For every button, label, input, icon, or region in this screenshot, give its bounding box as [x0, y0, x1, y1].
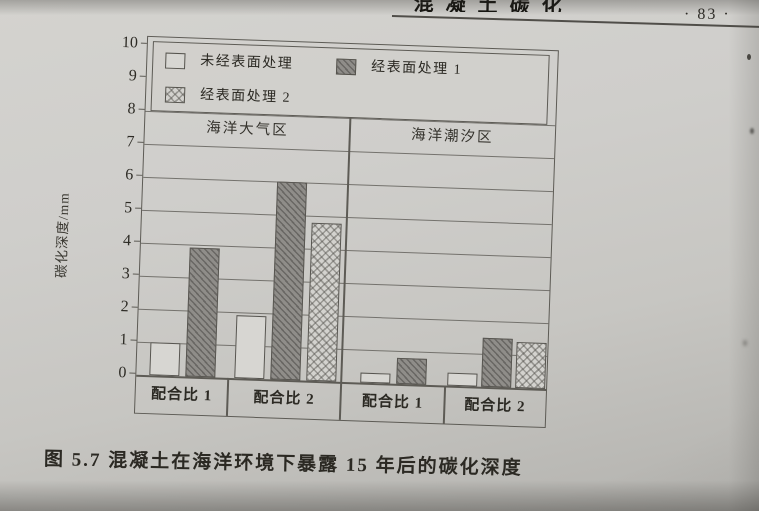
y-tick-label: 0 — [118, 364, 127, 382]
y-tick-label: 8 — [127, 100, 136, 118]
plot-area: 未经表面处理 经表面处理 1 经表面处理 2 海洋大气区 海洋潮汐区 配合比 1 配合比 … — [133, 35, 559, 429]
bar — [514, 341, 547, 389]
page-number: · 83 · — [684, 6, 731, 23]
y-tick-label: 7 — [126, 133, 135, 151]
y-tick-label: 5 — [123, 199, 133, 217]
legend-swatch-3 — [164, 86, 186, 104]
bar — [360, 372, 391, 384]
y-axis-title: 碳化深度/mm — [53, 191, 72, 279]
legend-label: 未经表面处理 — [200, 53, 294, 73]
x-group-label: 配合比 2 — [253, 389, 315, 408]
bar — [305, 222, 342, 382]
bar — [396, 357, 428, 385]
legend-swatch-2 — [335, 58, 357, 76]
y-tick-label: 10 — [121, 34, 139, 52]
legend-swatch-1 — [165, 52, 186, 70]
legend-label: 经表面处理 1 — [370, 59, 463, 78]
y-tick-label: 9 — [128, 67, 138, 85]
bar — [269, 181, 307, 381]
bar — [149, 342, 181, 377]
legend-label: 经表面处理 2 — [199, 87, 292, 106]
y-tick-label: 2 — [120, 298, 129, 316]
bar — [480, 337, 513, 388]
y-tick-label: 6 — [124, 166, 134, 184]
bar — [185, 247, 220, 378]
y-tick-label: 3 — [121, 265, 131, 283]
x-group-label: 配合比 2 — [464, 397, 526, 416]
region-divider — [339, 118, 352, 420]
legend-box: 未经表面处理 经表面处理 1 经表面处理 2 — [150, 41, 550, 125]
y-tick-label: 4 — [122, 232, 132, 250]
y-tick-label: 1 — [119, 331, 128, 349]
bar — [233, 315, 266, 380]
photo-speck — [747, 54, 751, 60]
x-group-label: 配合比 1 — [361, 393, 424, 412]
x-group-label: 配合比 1 — [150, 386, 213, 405]
bar — [446, 372, 478, 387]
